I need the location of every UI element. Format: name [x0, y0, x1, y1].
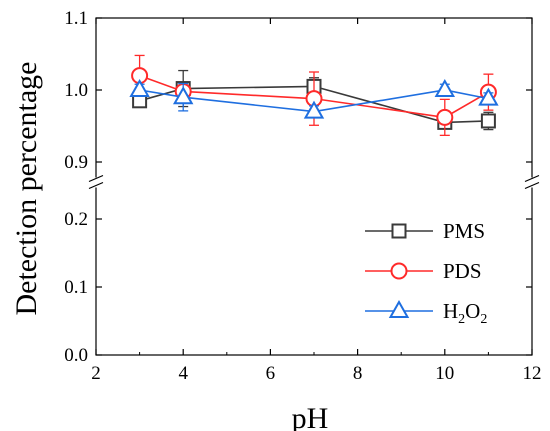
data-point	[129, 78, 150, 97]
series-h2o2	[129, 78, 499, 119]
legend-item-pms: PMS	[365, 219, 485, 243]
legend-marker	[390, 262, 408, 280]
data-point	[478, 87, 499, 106]
legend-item-pds: PDS	[365, 259, 482, 283]
x-tick-label: 10	[435, 363, 454, 384]
axis-break-mark-right	[524, 174, 540, 183]
x-tick-label: 8	[353, 363, 363, 384]
legend-label: H2O2	[443, 299, 487, 327]
y-axis-title: Detection percentage	[10, 61, 43, 315]
data-point	[480, 113, 496, 129]
y-tick-label: 0.1	[64, 277, 88, 298]
axis-break-gap-left	[90, 177, 102, 188]
axis-break-mark-left	[88, 174, 104, 183]
x-tick-label: 6	[266, 363, 276, 384]
data-point	[434, 78, 456, 97]
x-axis-title: pH	[292, 402, 329, 431]
legend-label: PMS	[443, 219, 485, 243]
axis-break-mark-left	[88, 181, 104, 190]
axis-break-mark-right	[524, 181, 540, 190]
y-tick-label: 0.9	[64, 152, 88, 173]
y-tick-label: 0.0	[64, 345, 88, 366]
legend-label: PDS	[443, 259, 482, 283]
data-point	[303, 100, 325, 119]
legend-marker	[388, 299, 410, 318]
x-tick-label: 2	[91, 363, 101, 384]
x-tick-label: 12	[523, 363, 542, 384]
x-tick-label: 4	[178, 363, 188, 384]
legend-item-h2o2: H2O2	[365, 299, 487, 327]
y-tick-label: 1.1	[64, 8, 88, 29]
y-tick-label: 0.2	[64, 209, 88, 230]
data-point	[172, 86, 194, 105]
y-tick-label: 1.0	[64, 80, 88, 101]
axis-break-gap-right	[526, 177, 538, 188]
data-point	[436, 108, 454, 126]
legend-marker	[391, 223, 407, 239]
